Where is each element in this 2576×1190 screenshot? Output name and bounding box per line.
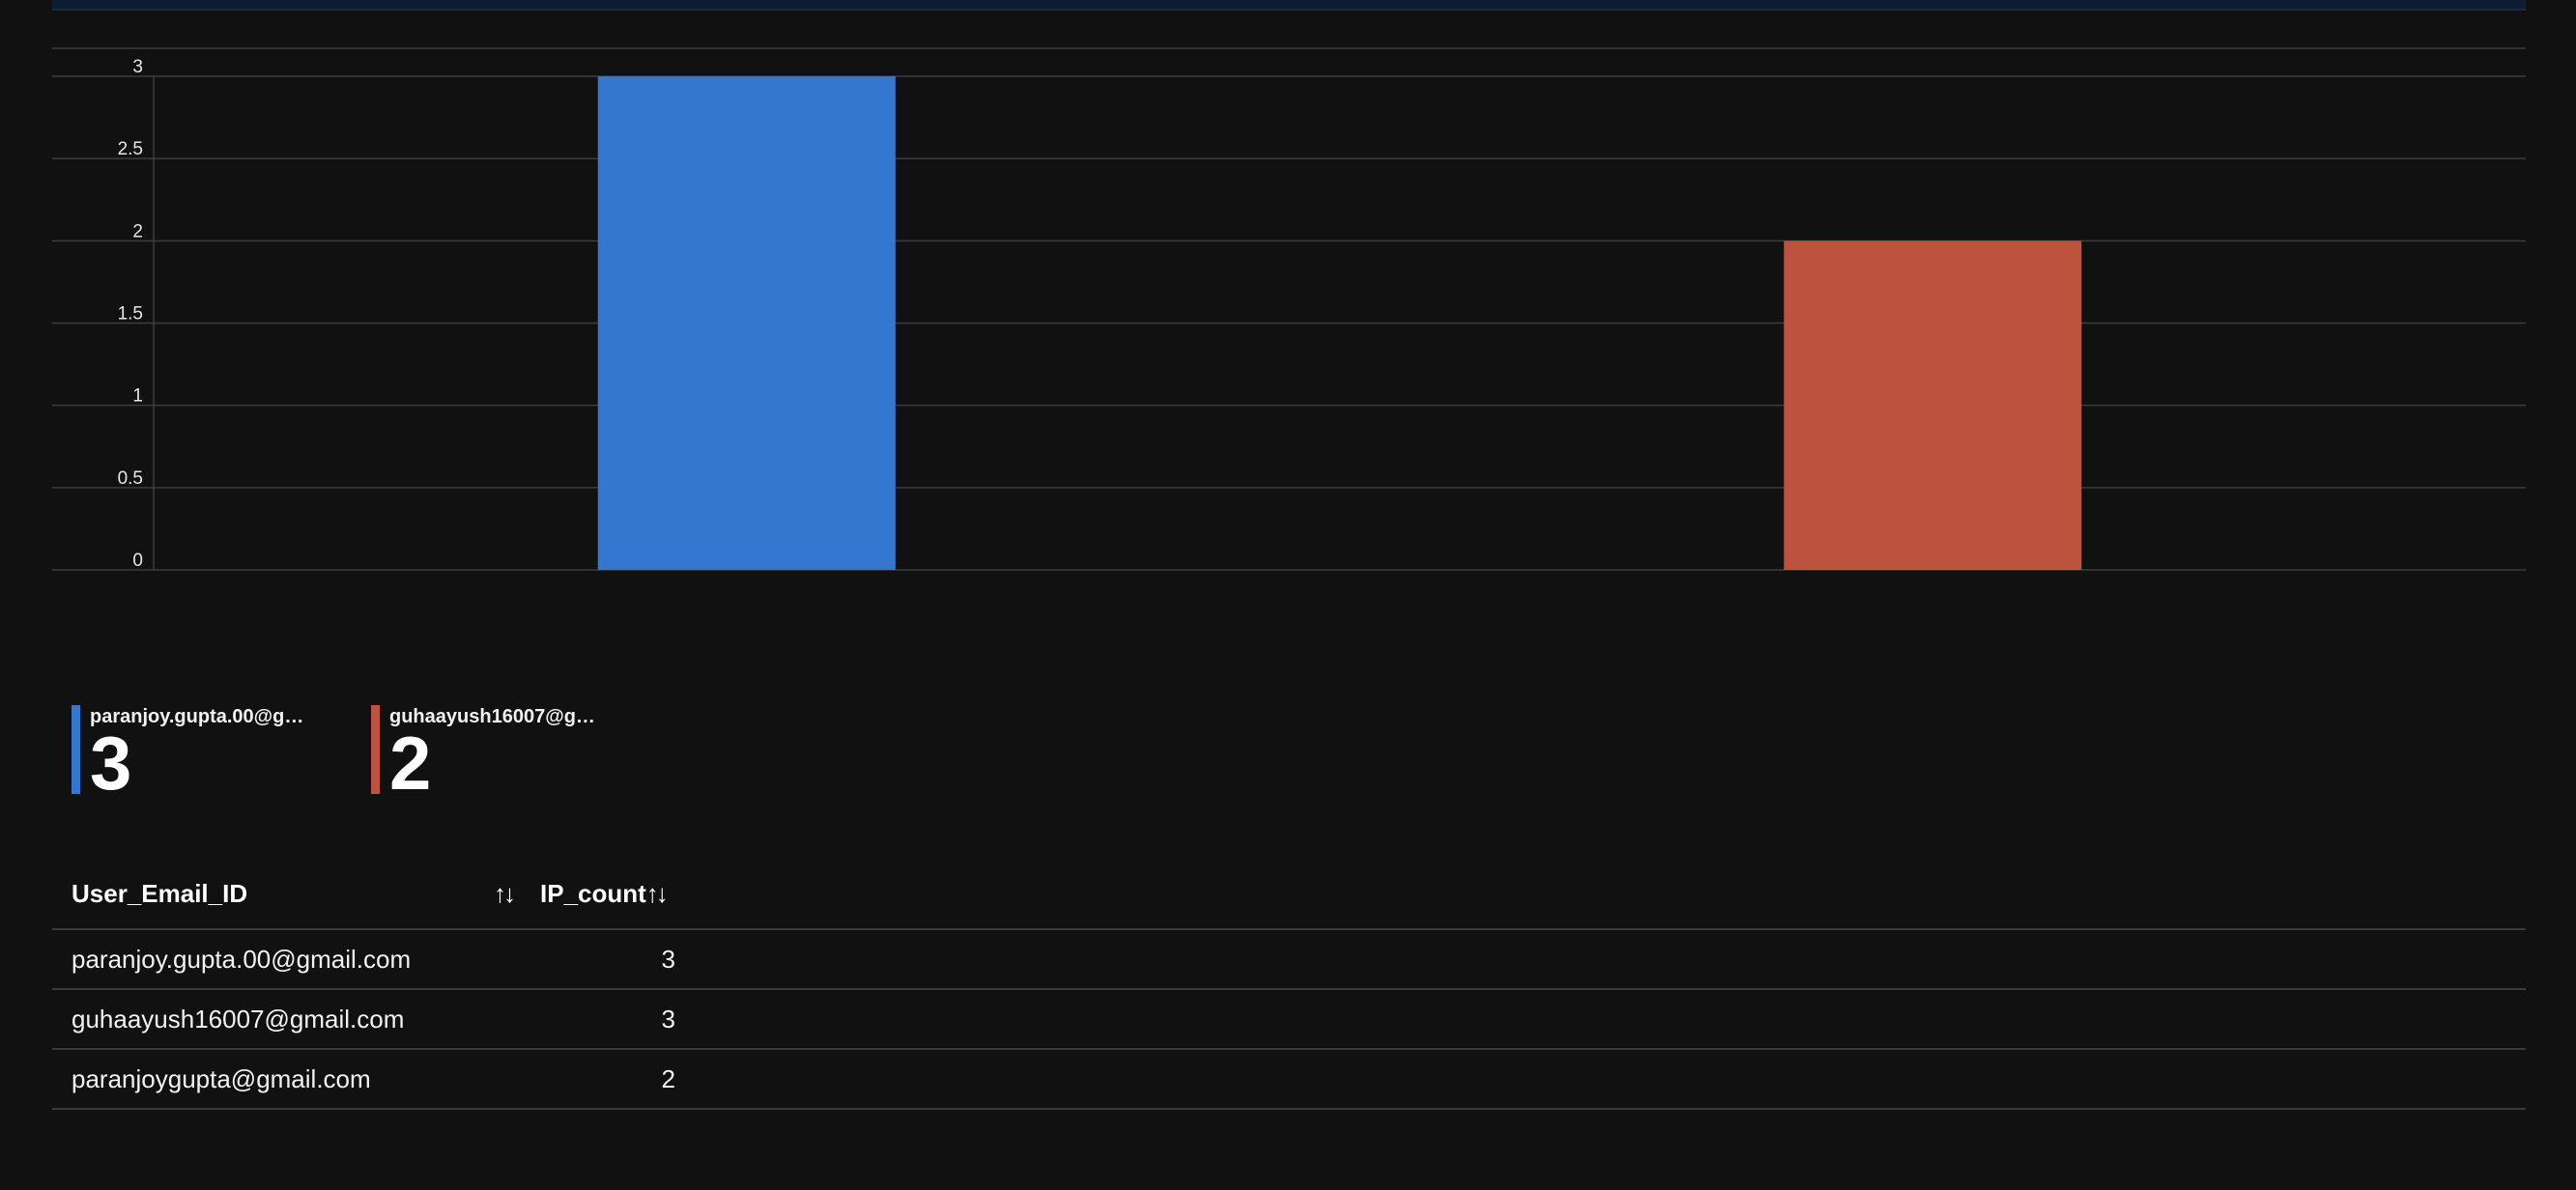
y-tick-label-3: 1.5 bbox=[118, 304, 143, 325]
results-table: User_Email_ID ↑↓ IP_count ↑↓ paranjoy.gu… bbox=[52, 860, 2526, 1110]
cell-ip-count-value: 3 bbox=[661, 1004, 675, 1034]
sort-arrows-icon[interactable]: ↑↓ bbox=[494, 879, 516, 908]
cell-spacer bbox=[733, 929, 2526, 989]
cell-user-email-id: paranjoygupta@gmail.com bbox=[72, 1063, 371, 1093]
legend-item-0[interactable]: paranjoy.gupta.00@gmail... 3 bbox=[72, 705, 311, 802]
legend-swatch-0 bbox=[72, 705, 80, 794]
column-header-user-email-id-label: User_Email_ID bbox=[72, 879, 248, 908]
x-category-label-0: paranjoy.gupta.00@gmail.com bbox=[508, 569, 745, 718]
legend-item-1[interactable]: guhaayush16007@gmail.c... 2 bbox=[371, 705, 611, 802]
legend-text-0: paranjoy.gupta.00@gmail... 3 bbox=[90, 705, 311, 802]
y-tick-label-2: 1 bbox=[132, 386, 143, 407]
bar-chart: 0 0.5 1 1.5 2 2.5 3 paranjoy.gupta.00@gmail.com bbox=[52, 47, 2526, 718]
y-tick-label-4: 2 bbox=[132, 221, 143, 241]
legend-value-0: 3 bbox=[90, 721, 132, 802]
y-tick-label-0: 0 bbox=[132, 551, 143, 571]
column-header-spacer bbox=[733, 860, 2526, 929]
cell-spacer bbox=[733, 989, 2526, 1049]
legend-swatch-1 bbox=[371, 705, 380, 794]
table-row[interactable]: paranjoy.gupta.00@gmail.com 3 bbox=[52, 929, 2526, 989]
bar-1 bbox=[1784, 241, 2082, 571]
cell-ip-count-value: 3 bbox=[661, 944, 675, 974]
x-category-label-group-0: paranjoy.gupta.00@gmail.com bbox=[508, 569, 745, 718]
cell-user-email-id: guhaayush16007@gmail.com bbox=[72, 1004, 405, 1034]
y-tick-label-6: 3 bbox=[132, 57, 143, 77]
cell-ip-count: 3 bbox=[540, 989, 733, 1049]
cell-ip-count: 2 bbox=[540, 1049, 733, 1109]
top-banner-strip bbox=[52, 0, 2526, 11]
y-tick-label-1: 0.5 bbox=[118, 468, 143, 489]
cell-spacer bbox=[733, 1049, 2526, 1109]
cell-ip-count-value: 2 bbox=[661, 1063, 675, 1093]
cell-ip-count: 3 bbox=[540, 929, 733, 989]
table-header: User_Email_ID ↑↓ IP_count ↑↓ bbox=[52, 860, 2526, 929]
table-row[interactable]: guhaayush16007@gmail.com 3 bbox=[52, 989, 2526, 1049]
y-tick-label-5: 2.5 bbox=[118, 139, 143, 159]
sort-arrows-icon[interactable]: ↑↓ bbox=[645, 879, 669, 908]
table-row[interactable]: paranjoygupta@gmail.com 2 bbox=[52, 1049, 2526, 1109]
column-header-user-email-id-inner: User_Email_ID ↑↓ bbox=[72, 879, 540, 909]
bar-0 bbox=[597, 76, 896, 570]
column-header-ip-count-inner: IP_count ↑↓ bbox=[540, 879, 733, 909]
chart-legend: paranjoy.gupta.00@gmail... 3 guhaayush16… bbox=[72, 705, 611, 802]
bar-chart-panel: 0 0.5 1 1.5 2 2.5 3 paranjoy.gupta.00@gmail.com bbox=[52, 46, 2526, 722]
column-header-ip-count[interactable]: IP_count ↑↓ bbox=[540, 860, 733, 929]
table-body: paranjoy.gupta.00@gmail.com 3 guhaayush1… bbox=[52, 929, 2526, 1109]
column-header-user-email-id[interactable]: User_Email_ID ↑↓ bbox=[52, 860, 540, 929]
cell-user-email-id: paranjoy.gupta.00@gmail.com bbox=[72, 944, 412, 974]
legend-text-1: guhaayush16007@gmail.c... 2 bbox=[389, 705, 611, 802]
column-header-ip-count-label: IP_count bbox=[540, 879, 646, 908]
legend-value-1: 2 bbox=[389, 721, 432, 802]
table-header-row: User_Email_ID ↑↓ IP_count ↑↓ bbox=[52, 860, 2526, 929]
